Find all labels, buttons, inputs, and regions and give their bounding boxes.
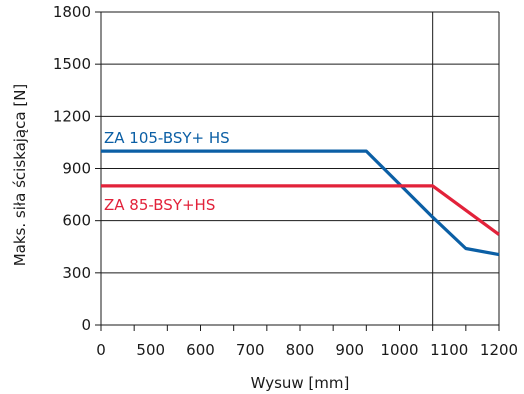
grid: [101, 11, 500, 325]
series-lines: [101, 149, 500, 257]
x-tick-label: 1100: [430, 341, 468, 359]
x-tick-label: 600: [186, 341, 215, 359]
x-tick-label: 1000: [380, 341, 418, 359]
x-tick-label: 800: [286, 341, 315, 359]
y-tick-label: 300: [62, 264, 91, 282]
y-tick-label: 1800: [53, 3, 91, 21]
x-tick-label: 900: [335, 341, 364, 359]
labels: 0 300 600 900 1200 1500 1800 0 500 600 700 800 900 10…: [53, 3, 518, 359]
y-tick-label: 0: [81, 316, 91, 334]
series-label-1: ZA 105-BSY+ HS: [104, 129, 230, 147]
x-tick-label: 700: [236, 341, 265, 359]
y-tick-label: 900: [62, 160, 91, 178]
axes: [95, 11, 500, 331]
x-tick-label: 0: [96, 341, 106, 359]
y-axis-title: Maks. siła ściskająca [N]: [11, 84, 29, 267]
x-axis-title: Wysuw [mm]: [251, 374, 350, 392]
series-line-1: [101, 149, 500, 257]
x-tick-label: 1200: [480, 341, 518, 359]
series-line-2: [101, 184, 500, 236]
y-tick-label: 1500: [53, 55, 91, 73]
y-tick-label: 600: [62, 212, 91, 230]
series-label-2: ZA 85-BSY+HS: [104, 196, 215, 214]
x-tick-label: 500: [136, 341, 165, 359]
y-tick-label: 1200: [53, 107, 91, 125]
